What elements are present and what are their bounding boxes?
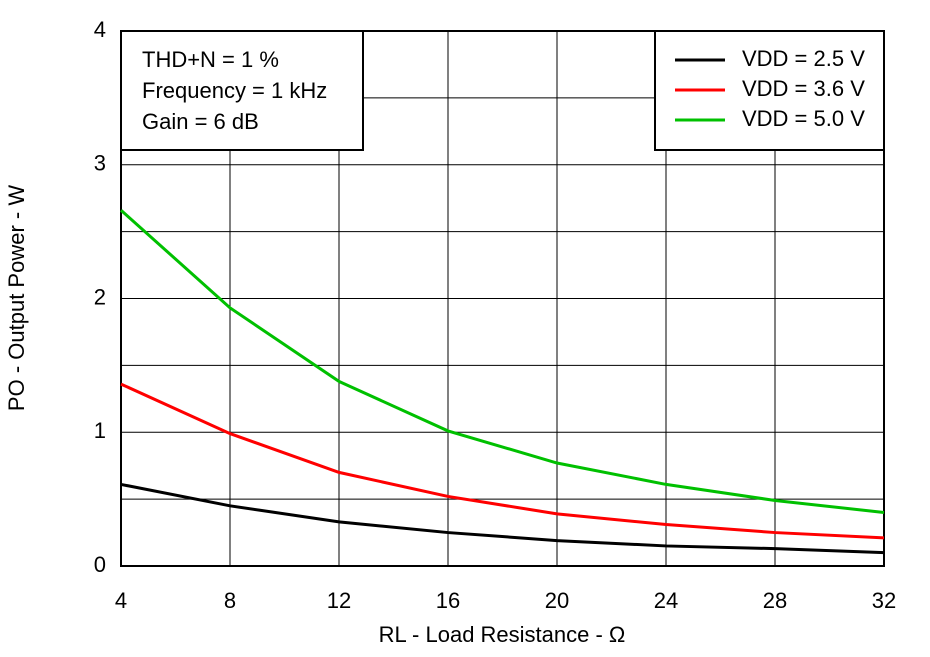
- x-tick-label: 8: [224, 588, 236, 613]
- series-line: [119, 209, 885, 514]
- series-line: [120, 482, 885, 555]
- x-tick-label: 32: [872, 588, 896, 613]
- x-tick-label: 24: [654, 588, 678, 613]
- x-tick-label: 4: [115, 588, 127, 613]
- x-tick-label: 20: [545, 588, 569, 613]
- x-tick-label: 28: [763, 588, 787, 613]
- y-tick-label: 0: [94, 552, 106, 577]
- x-axis-title: RL - Load Resistance - Ω: [379, 622, 626, 647]
- legend-label: VDD = 5.0 V: [742, 106, 865, 131]
- y-tick-label: 1: [94, 418, 106, 443]
- y-tick-label: 2: [94, 284, 106, 309]
- legend-label: VDD = 2.5 V: [742, 46, 865, 71]
- legend-label: VDD = 3.6 V: [742, 76, 865, 101]
- annotation: Frequency = 1 kHz: [142, 78, 327, 103]
- plot-frame: [120, 30, 885, 567]
- series-line: [120, 382, 885, 540]
- y-tick-label: 4: [94, 17, 106, 42]
- annotation: Gain = 6 dB: [142, 109, 259, 134]
- annotation: THD+N = 1 %: [142, 47, 279, 72]
- y-tick-label: 3: [94, 151, 106, 176]
- x-tick-label: 12: [327, 588, 351, 613]
- y-axis-title: PO - Output Power - W: [4, 185, 29, 411]
- x-tick-label: 16: [436, 588, 460, 613]
- annotation-box: [120, 30, 364, 151]
